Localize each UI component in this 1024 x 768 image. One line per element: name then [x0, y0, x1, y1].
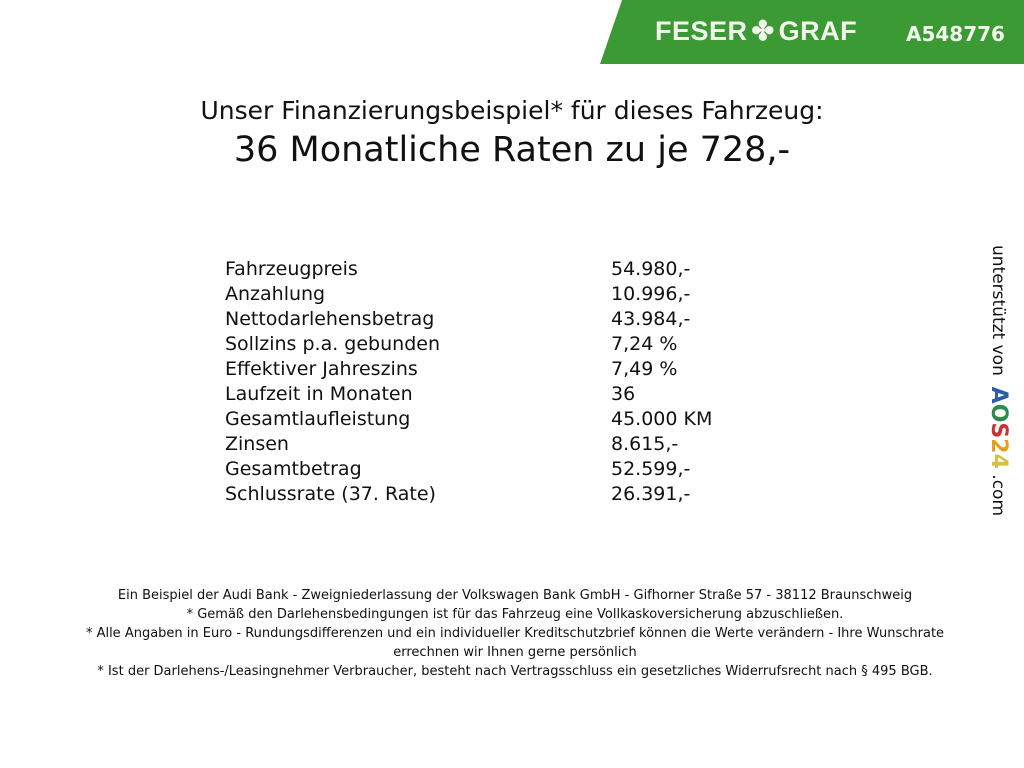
- row-label: Gesamtbetrag: [225, 458, 362, 480]
- finance-row: Anzahlung 10.996,-: [225, 283, 825, 308]
- clover-icon: ✤: [751, 16, 775, 46]
- header-banner: [600, 0, 1024, 64]
- aos24-credit: unterstützt von AOS24 .com: [986, 245, 1011, 516]
- row-label: Laufzeit in Monaten: [225, 383, 413, 405]
- finance-row: Gesamtbetrag 52.599,-: [225, 458, 825, 483]
- row-value: 54.980,-: [611, 258, 691, 280]
- footer-note: * Alle Angaben in Euro - Rundungsdiffere…: [85, 626, 945, 660]
- finance-row: Zinsen 8.615,-: [225, 433, 825, 458]
- footer-notes: Ein Beispiel der Audi Bank - Zweignieder…: [40, 586, 990, 681]
- footer-note: * Gemäß den Darlehensbedingungen ist für…: [186, 607, 844, 622]
- finance-row: Sollzins p.a. gebunden 7,24 %: [225, 333, 825, 358]
- row-label: Anzahlung: [225, 283, 326, 305]
- row-label: Sollzins p.a. gebunden: [225, 333, 440, 355]
- brand-name: FESER: [655, 16, 748, 46]
- row-label: Schlussrate (37. Rate): [225, 483, 436, 505]
- row-value: 10.996,-: [611, 283, 691, 305]
- row-label: Gesamtlaufleistung: [225, 408, 411, 430]
- footer-note: * Ist der Darlehens-/Leasingnehmer Verbr…: [97, 664, 933, 679]
- row-label: Fahrzeugpreis: [225, 258, 358, 280]
- finance-row: Gesamtlaufleistung 45.000 KM: [225, 408, 825, 433]
- row-value: 26.391,-: [611, 483, 691, 505]
- finance-row: Nettodarlehensbetrag 43.984,-: [225, 308, 825, 333]
- row-value: 52.599,-: [611, 458, 691, 480]
- row-value: 45.000 KM: [611, 408, 713, 430]
- row-label: Effektiver Jahreszins: [225, 358, 418, 380]
- row-value: 43.984,-: [611, 308, 691, 330]
- row-value: 7,49 %: [611, 358, 678, 380]
- finance-row: Effektiver Jahreszins 7,49 %: [225, 358, 825, 383]
- credit-domain: .com: [988, 474, 1008, 517]
- row-value: 36: [611, 383, 636, 405]
- vehicle-code: A548776: [906, 22, 1005, 46]
- footer-note: Ein Beispiel der Audi Bank - Zweignieder…: [117, 588, 913, 603]
- row-value: 8.615,-: [611, 433, 679, 455]
- feser-graf-logo: FESER ✤ GRAF: [655, 16, 857, 47]
- row-value: 7,24 %: [611, 333, 678, 355]
- row-label: Nettodarlehensbetrag: [225, 308, 435, 330]
- row-label: Zinsen: [225, 433, 289, 455]
- aos24-logo: AOS24: [986, 386, 1011, 469]
- finance-row: Fahrzeugpreis 54.980,-: [225, 258, 825, 283]
- finance-row: Laufzeit in Monaten 36: [225, 383, 825, 408]
- brand-name-2: GRAF: [778, 16, 858, 46]
- title-line-1: Unser Finanzierungsbeispiel* für dieses …: [200, 96, 824, 125]
- credit-text: unterstützt von: [988, 245, 1008, 376]
- title-line-2: 36 Monatliche Raten zu je 728,-: [233, 130, 791, 170]
- finance-row: Schlussrate (37. Rate) 26.391,-: [225, 483, 825, 508]
